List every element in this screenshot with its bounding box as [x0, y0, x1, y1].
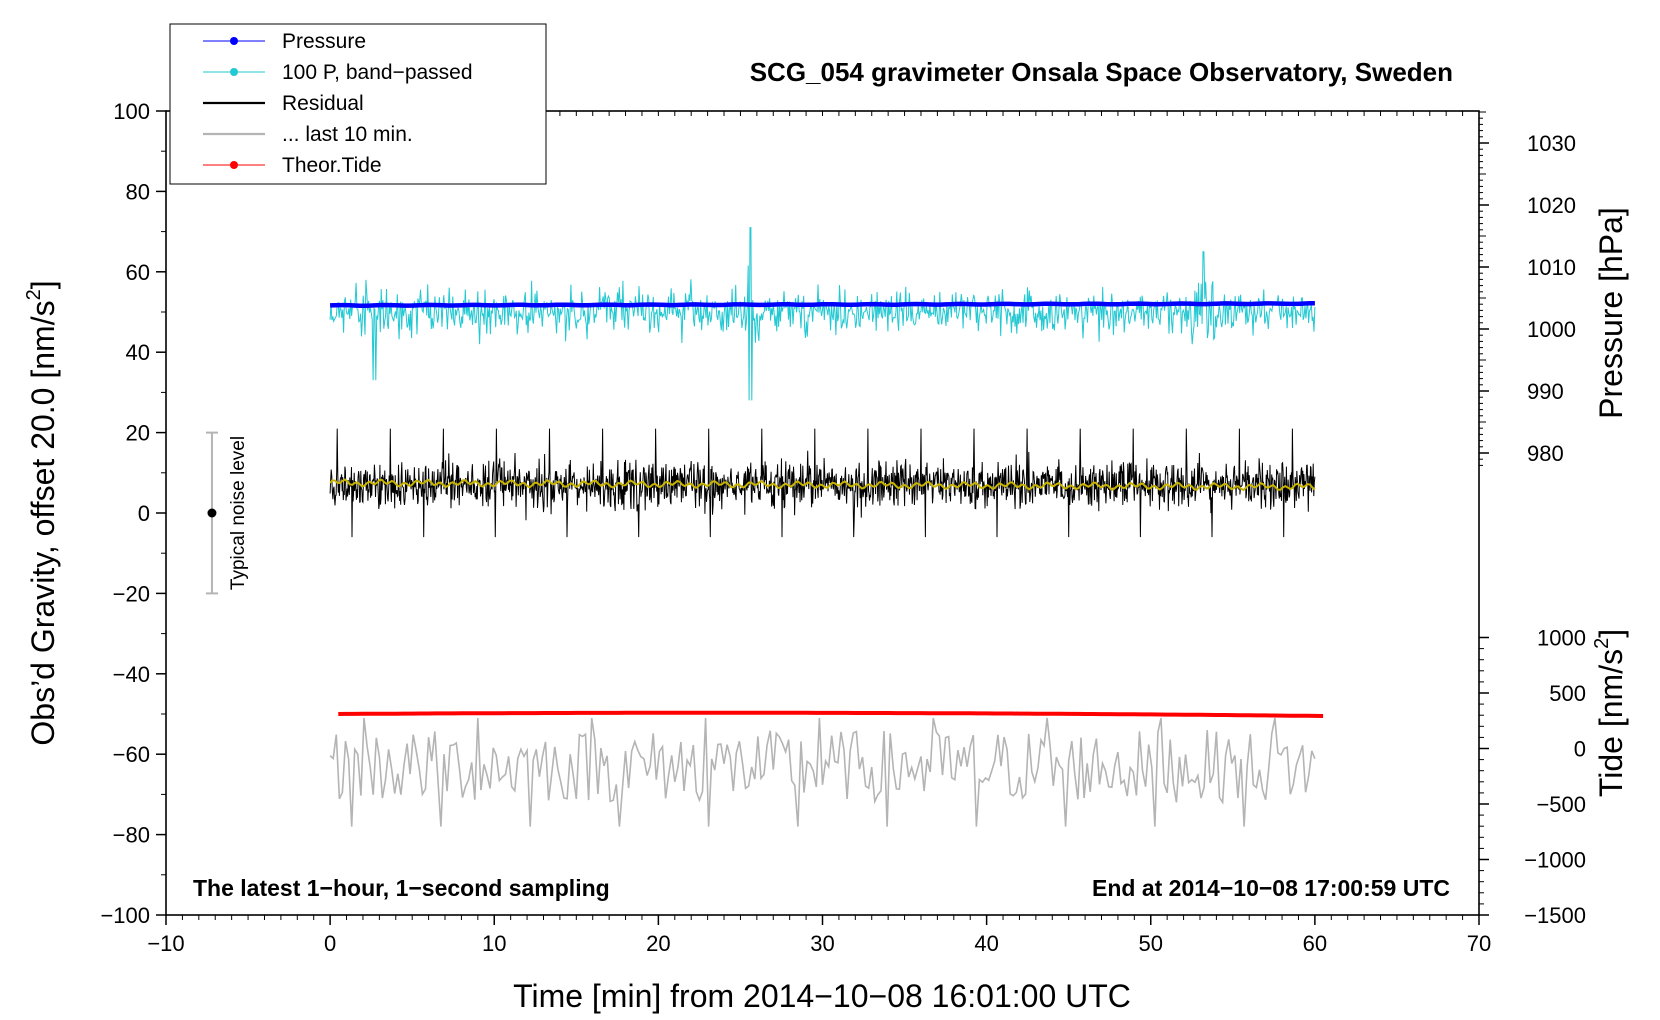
y-left-axis-title: Obs’d Gravity, offset 20.0 [nm/s2]	[23, 280, 61, 745]
x-tick-label: −10	[147, 931, 184, 956]
tide-tick-label: −1000	[1524, 848, 1586, 873]
tide-axis-ticks: 1000 500 0 −500 −1000 −1500	[1479, 626, 1586, 928]
annotation-end-time: End at 2014−10−08 17:00:59 UTC	[1092, 875, 1450, 901]
minor-ticks	[161, 111, 1486, 920]
tide-tick-label: −500	[1536, 792, 1586, 817]
tide-title-main: Tide [nm/s	[1593, 649, 1629, 797]
noise-bar-center-dot	[207, 508, 217, 518]
series-theoretical-tide	[338, 710, 1324, 718]
y-left-tick-label: 40	[126, 340, 150, 365]
pressure-tick-label: 1000	[1527, 317, 1576, 342]
pressure-tick-label: 990	[1527, 379, 1564, 404]
x-tick-label: 50	[1139, 931, 1163, 956]
y-left-tick-label: 60	[126, 260, 150, 285]
pressure-tick-label: 1020	[1527, 193, 1576, 218]
tide-tick-label: 500	[1549, 681, 1586, 706]
x-tick-label: 60	[1303, 931, 1327, 956]
x-axis-title: Time [min] from 2014−10−08 16:01:00 UTC	[513, 978, 1131, 1014]
legend: Pressure 100 P, band−passed Residual ... la…	[169, 23, 547, 185]
pressure-tick-label: 1030	[1527, 131, 1576, 156]
y-left-tick-label: −100	[100, 903, 150, 928]
legend-marker	[230, 161, 238, 169]
y-left-tick-label: 0	[138, 501, 150, 526]
legend-marker	[230, 37, 238, 45]
noise-level-label: Typical noise level	[228, 436, 249, 590]
legend-items: Pressure 100 P, band−passed Residual ... la…	[203, 30, 473, 177]
chart-title: SCG_054 gravimeter Onsala Space Observat…	[750, 57, 1453, 87]
pressure-axis-title: Pressure [hPa]	[1593, 207, 1629, 419]
y-left-tick-label: 100	[113, 99, 150, 124]
x-tick-label: 30	[810, 931, 834, 956]
pressure-axis-ticks: 1030 1020 1010 1000 990 980	[1479, 131, 1576, 466]
pressure-tick-label: 1010	[1527, 255, 1576, 280]
tide-title-end: ]	[1593, 629, 1629, 638]
y-left-tick-label: −60	[113, 742, 150, 767]
x-tick-label: 70	[1467, 931, 1491, 956]
y-left-tick-label: 20	[126, 421, 150, 446]
y-left-title-end: ]	[25, 280, 61, 289]
x-tick-label: 20	[646, 931, 670, 956]
series-layer	[329, 227, 1324, 827]
tide-tick-label: 1000	[1537, 626, 1586, 651]
series-pressure	[330, 301, 1315, 308]
x-tick-label: 40	[974, 931, 998, 956]
x-axis-ticks: −10 0 10 20 30 40 50 60 70	[147, 915, 1491, 956]
y-left-tick-label: −80	[113, 823, 150, 848]
series-residual	[329, 428, 1316, 538]
tide-tick-label: 0	[1574, 737, 1586, 762]
x-tick-label: 10	[482, 931, 506, 956]
legend-label: Pressure	[282, 30, 366, 53]
annotation-sampling: The latest 1−hour, 1−second sampling	[193, 875, 610, 901]
y-left-tick-label: −40	[113, 662, 150, 687]
series-residual-smoothed	[329, 478, 1316, 492]
pressure-tick-label: 980	[1527, 441, 1564, 466]
legend-label: ... last 10 min.	[282, 123, 413, 146]
noise-level-indicator: Typical noise level	[205, 431, 249, 595]
y-left-title-main: Obs’d Gravity, offset 20.0 [nm/s	[25, 300, 61, 745]
legend-label: 100 P, band−passed	[282, 61, 473, 84]
tide-axis-title: Tide [nm/s2]	[1591, 629, 1629, 797]
series-last-10-min	[329, 717, 1316, 827]
y-left-axis-ticks: 100 80 60 40 20 0 −20 −40 −60 −80 −100	[100, 99, 166, 928]
legend-marker	[230, 68, 238, 76]
legend-label: Theor.Tide	[282, 154, 382, 177]
legend-label: Residual	[282, 92, 364, 115]
tide-title-sup: 2	[1591, 638, 1613, 649]
x-tick-label: 0	[324, 931, 336, 956]
y-left-tick-label: 80	[126, 179, 150, 204]
tide-tick-label: −1500	[1524, 903, 1586, 928]
y-left-title-sup: 2	[23, 289, 45, 300]
y-left-tick-label: −20	[113, 581, 150, 606]
